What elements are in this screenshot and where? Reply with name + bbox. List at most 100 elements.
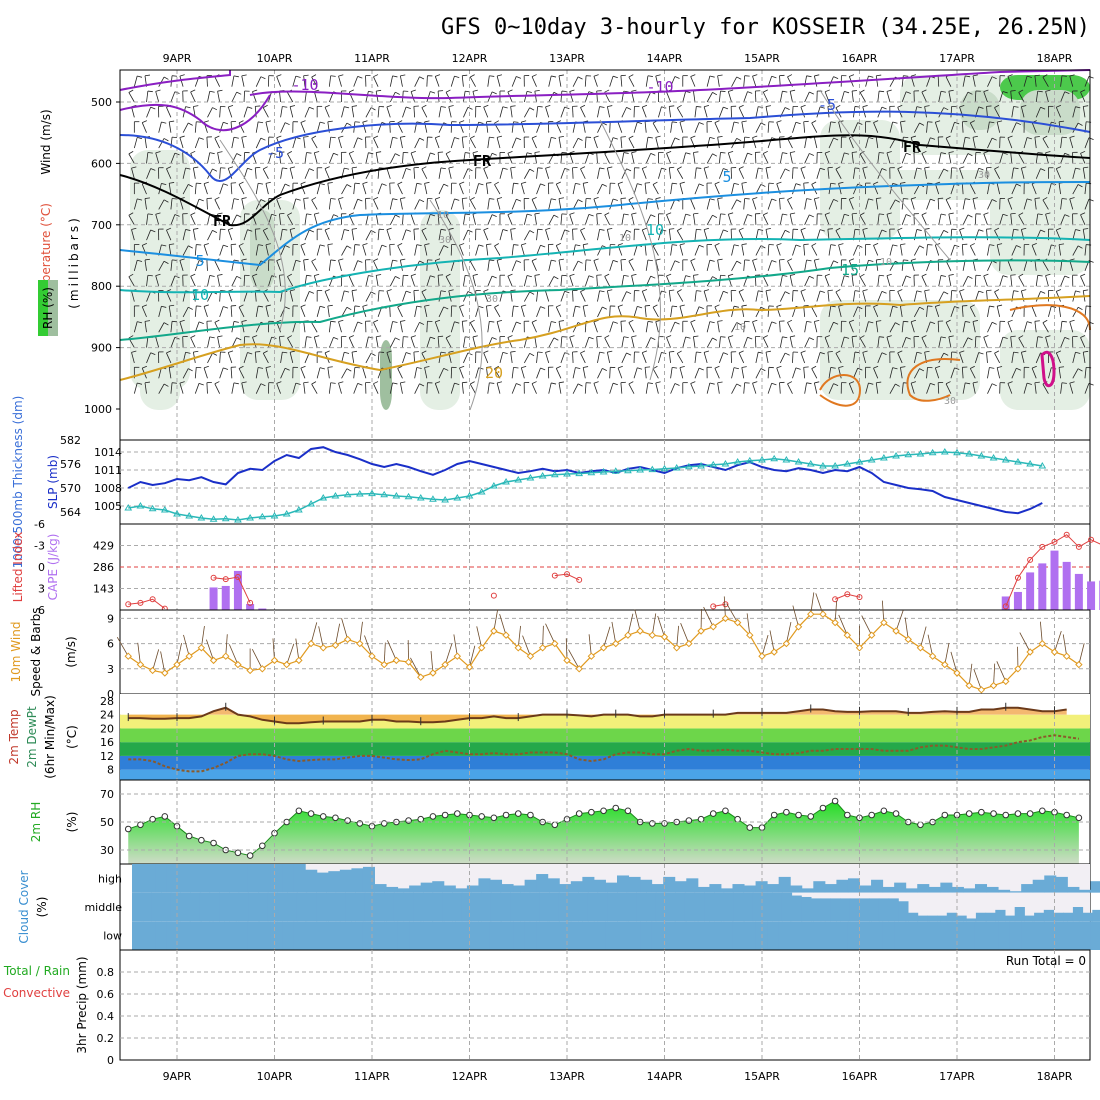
wind-barb (670, 305, 673, 317)
wind-barb-flag (327, 366, 333, 368)
wind-barb-flag (410, 273, 416, 277)
wind-barb (983, 275, 988, 287)
wind-barb-flag (895, 322, 900, 326)
wind-barb-flag (709, 198, 715, 201)
wind-barb-flag (617, 243, 623, 246)
wind-barb (717, 198, 720, 210)
contour-label: 15 (841, 261, 859, 279)
wind-barb-flag (631, 89, 637, 92)
wind-barb-flag (728, 212, 734, 215)
wind-barb (974, 275, 977, 287)
wind-barb (641, 229, 647, 241)
wind-barb-flag (612, 260, 618, 263)
thickness-line (128, 451, 1043, 521)
wind-barb-flag (921, 335, 927, 338)
li-line (213, 576, 251, 604)
wind-barb-flag (733, 305, 739, 308)
wind-barb-flag (324, 227, 330, 231)
wind-barb (851, 152, 854, 164)
rh-point (807, 813, 815, 820)
wind-barb (280, 245, 286, 256)
wind-barb (430, 651, 434, 674)
wind-barb-flag (513, 244, 519, 246)
rh-point (124, 825, 132, 833)
wind-barb (1060, 198, 1063, 210)
wind-barb (413, 167, 416, 179)
wind-barb-flag (577, 137, 583, 141)
wind-barb-flag (868, 321, 874, 324)
wind-barb (373, 199, 379, 210)
wind-speed-point (831, 618, 839, 627)
wind-barb-flag (440, 351, 446, 354)
wind-barb-flag (849, 381, 855, 384)
wind-barb-flag (440, 290, 446, 292)
wind-barb (1042, 261, 1049, 272)
wind-barb (1069, 382, 1074, 394)
wind-barb (426, 321, 428, 333)
wind-barb (280, 352, 283, 364)
wind-barb-flag (169, 304, 175, 307)
cloud-cell (190, 892, 201, 922)
wind-barb (974, 90, 977, 103)
wind-barb (670, 137, 676, 149)
wind-barb (166, 229, 172, 241)
wind-barb (986, 167, 988, 179)
wind-barb (877, 152, 880, 164)
wind-barb-flag (478, 305, 484, 309)
wind-barb-flag (419, 137, 425, 141)
wind-barb (203, 306, 208, 318)
wind-barb-flag (930, 321, 936, 324)
li-tick: 6 (38, 604, 45, 617)
wind-barb (792, 351, 794, 363)
upper-ylabel-mb: (millibars) (67, 215, 81, 309)
wind-barb-flag (400, 135, 406, 138)
wind-barb (230, 305, 233, 317)
wind-barb (227, 352, 233, 364)
wind-barb-flag (553, 337, 559, 341)
cloud-cell (568, 892, 579, 922)
wind-barb-flag (287, 212, 293, 216)
wind-barb-flag (631, 212, 637, 215)
wind-barb-flag (214, 197, 220, 200)
wind-barb (534, 275, 537, 287)
cloud-cell (224, 864, 237, 893)
wind-barb-flag (852, 274, 858, 276)
cloud-cell (790, 921, 803, 950)
wind-barb-flag (854, 228, 860, 231)
cloud-cell (801, 888, 814, 893)
wind-barb (445, 337, 452, 348)
thickness-point (234, 516, 242, 523)
wind-barb-flag (551, 259, 557, 262)
wind-barb (194, 367, 197, 379)
wind-barb-flag (472, 273, 478, 276)
cloud-cell (339, 921, 352, 950)
wind-barb-flag (583, 243, 589, 246)
wind-barb (158, 121, 162, 133)
wind-barb (389, 382, 393, 394)
cloud-cell (966, 918, 977, 922)
cloud-cell (180, 892, 191, 922)
wind-barb-flag (672, 244, 678, 246)
wind-barb-flag (720, 213, 726, 215)
contour-label: -5 (818, 96, 836, 114)
wind-barb (463, 229, 469, 241)
wind-barb (1034, 75, 1037, 87)
wind-barb-flag (809, 275, 815, 279)
wind-barb-flag (1002, 152, 1008, 155)
thickness-point (904, 450, 913, 458)
wind-barb-flag (811, 181, 817, 185)
cloud-cell (547, 878, 560, 893)
contour-label: 30 (978, 170, 990, 181)
temp2m-ylabel-b: 2m DewPt (25, 706, 39, 768)
cloud-cell (409, 921, 422, 950)
cloud-cell (888, 898, 899, 922)
wind-barb (365, 107, 372, 118)
wind-barb (987, 305, 990, 317)
wind-barb-flag (631, 335, 637, 338)
wind-barb-flag (163, 199, 169, 203)
wind-barb (910, 198, 915, 210)
thickness-point (502, 478, 510, 485)
wind-barb-flag (983, 89, 989, 93)
wind-barb (873, 306, 879, 318)
